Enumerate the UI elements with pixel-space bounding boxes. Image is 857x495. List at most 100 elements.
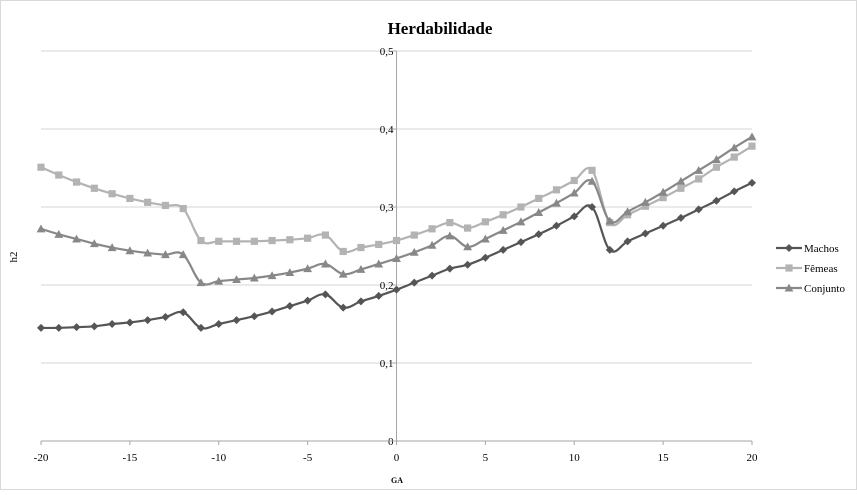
data-point [605,216,615,225]
x-tick-label: -15 [123,452,138,464]
data-point [375,240,383,249]
x-tick-label: -5 [303,452,313,464]
data-point [37,163,45,171]
data-point [641,229,650,238]
y-tick-label: 0,2 [380,280,394,292]
x-tick-label: 0 [394,452,400,464]
y-axis-title: h2 [8,252,20,263]
data-point [285,268,295,277]
data-point [623,207,632,216]
data-point [694,165,704,174]
data-point [552,186,561,194]
data-point [641,202,649,210]
data-point [588,166,596,174]
data-point [729,143,739,152]
data-point [569,188,579,197]
data-point [232,237,241,245]
data-point [161,250,170,259]
data-point [126,194,134,203]
data-point [677,184,685,192]
data-point [108,320,117,328]
data-point [143,248,153,257]
data-point [712,196,721,205]
data-point [268,236,276,245]
data-point [90,184,98,192]
data-point [125,318,134,327]
data-point [179,308,188,317]
data-point [250,237,258,245]
data-point [588,203,597,211]
data-point [428,271,437,280]
x-tick-label: 10 [569,452,581,464]
data-point [516,217,526,226]
data-point [605,245,614,254]
data-point [659,194,667,202]
x-tick-label: 20 [747,452,759,464]
data-point [321,290,330,299]
data-point [232,316,241,325]
data-point [338,269,348,278]
data-point [321,231,329,239]
data-point [125,246,135,255]
data-point [516,238,525,247]
data-point [623,237,632,246]
data-point [356,265,366,273]
data-point [303,264,313,273]
data-point [499,245,508,254]
data-point [304,234,312,242]
x-tick-label: 15 [658,452,670,464]
data-point [481,218,489,226]
y-tick-label: 0,3 [380,202,394,214]
data-point [268,307,277,316]
data-point [179,204,187,213]
data-point [410,278,419,287]
chart-title: Herdabilidade [388,19,493,38]
data-point [267,271,277,280]
data-point [676,213,685,222]
data-point [214,276,224,285]
data-point [676,176,686,185]
y-tick-label: 0 [388,436,394,448]
data-point [712,155,721,163]
x-tick-label: -20 [34,452,49,464]
data-point [552,221,561,230]
data-point [570,176,578,185]
data-point [480,234,490,243]
data-point [552,198,561,207]
data-point [445,264,454,273]
data-point [108,190,116,198]
data-point [374,259,384,268]
data-point [695,175,703,183]
data-point [285,302,294,311]
data-point [54,323,63,332]
data-point [534,208,544,216]
data-point [144,198,152,206]
data-point [72,178,81,186]
data-point [178,250,188,259]
legend-label: Fêmeas [804,263,838,275]
data-point [321,259,330,268]
data-point [428,225,436,233]
data-point [72,234,81,243]
data-point [215,237,223,245]
legend-entry: Conjunto [776,283,845,295]
data-point [196,278,206,287]
series-conjunto [36,132,757,287]
data-point [392,285,401,294]
data-point [392,236,401,245]
data-point [481,253,490,262]
data-point [694,205,703,214]
y-tick-label: 0,5 [380,46,394,58]
data-point [640,197,650,206]
x-tick-label: 5 [483,452,489,464]
legend-marker [785,264,793,272]
series-machos [37,178,756,332]
legend: Machos Fêmeas Conjunto [776,243,845,295]
data-point [392,254,401,262]
data-point [730,153,738,161]
data-point [232,275,241,284]
data-point [464,224,472,232]
data-point [286,236,294,244]
data-point [748,142,756,150]
